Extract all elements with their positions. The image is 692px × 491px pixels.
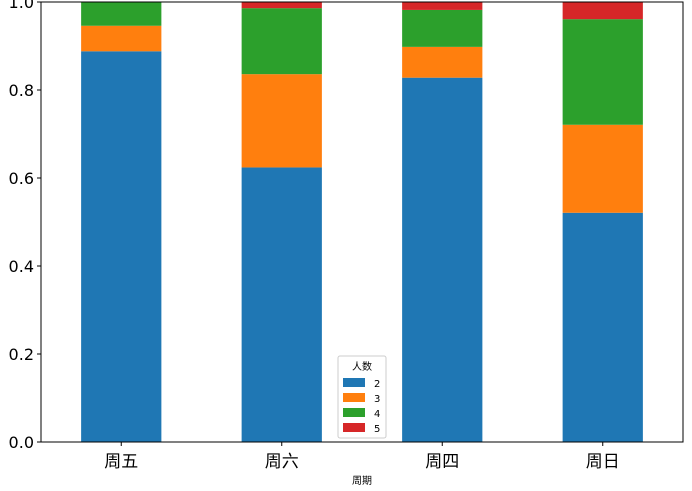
bar-4-series-5 bbox=[562, 2, 643, 20]
bar-3-series-4 bbox=[402, 9, 483, 47]
y-tick-label: 1.0 bbox=[9, 0, 34, 12]
y-tick-label: 0.8 bbox=[9, 81, 34, 100]
y-tick-label: 0.0 bbox=[9, 433, 34, 452]
bar-3-series-3 bbox=[402, 46, 483, 78]
y-tick-label: 0.6 bbox=[9, 169, 34, 188]
legend-label-5: 5 bbox=[374, 424, 380, 435]
bar-2-series-5 bbox=[241, 2, 322, 9]
legend-swatch-5 bbox=[343, 423, 365, 432]
bar-4-series-2 bbox=[562, 212, 643, 442]
bar-2-series-4 bbox=[241, 8, 322, 75]
x-tick-label: 周六 bbox=[265, 452, 299, 472]
y-axis: 0.0 0.2 0.4 0.6 0.8 1.0 bbox=[9, 0, 41, 452]
bar-1-series-3 bbox=[81, 25, 162, 52]
bar-4-series-3 bbox=[562, 124, 643, 213]
bar-1-series-2 bbox=[81, 51, 162, 442]
legend-items: 2 3 4 5 bbox=[343, 378, 380, 435]
bar-2-series-3 bbox=[241, 74, 322, 168]
legend-label-3: 3 bbox=[374, 394, 380, 405]
x-tick-label: 周日 bbox=[586, 452, 620, 472]
plot-frame bbox=[40, 1, 684, 443]
legend-label-2: 2 bbox=[374, 379, 380, 390]
legend: 人数 2 3 4 5 bbox=[337, 355, 387, 439]
x-tick-label: 周四 bbox=[425, 452, 459, 472]
bars-group bbox=[81, 2, 643, 443]
legend-title: 人数 bbox=[352, 360, 372, 373]
legend-swatch-2 bbox=[343, 378, 365, 387]
x-axis: 周五 周六 周四 周日 bbox=[104, 442, 620, 472]
x-tick-label: 周五 bbox=[104, 452, 138, 472]
bar-2-series-2 bbox=[241, 167, 322, 442]
bar-3-series-2 bbox=[402, 77, 483, 443]
y-tick-label: 0.2 bbox=[9, 345, 34, 364]
legend-label-4: 4 bbox=[374, 409, 380, 420]
legend-swatch-4 bbox=[343, 408, 365, 417]
bar-4-series-4 bbox=[562, 19, 643, 125]
y-tick-label: 0.4 bbox=[9, 257, 34, 276]
x-axis-label: 周期 bbox=[352, 475, 372, 487]
legend-swatch-3 bbox=[343, 393, 365, 402]
bar-1-series-4 bbox=[81, 2, 162, 26]
bar-3-series-5 bbox=[402, 2, 483, 10]
